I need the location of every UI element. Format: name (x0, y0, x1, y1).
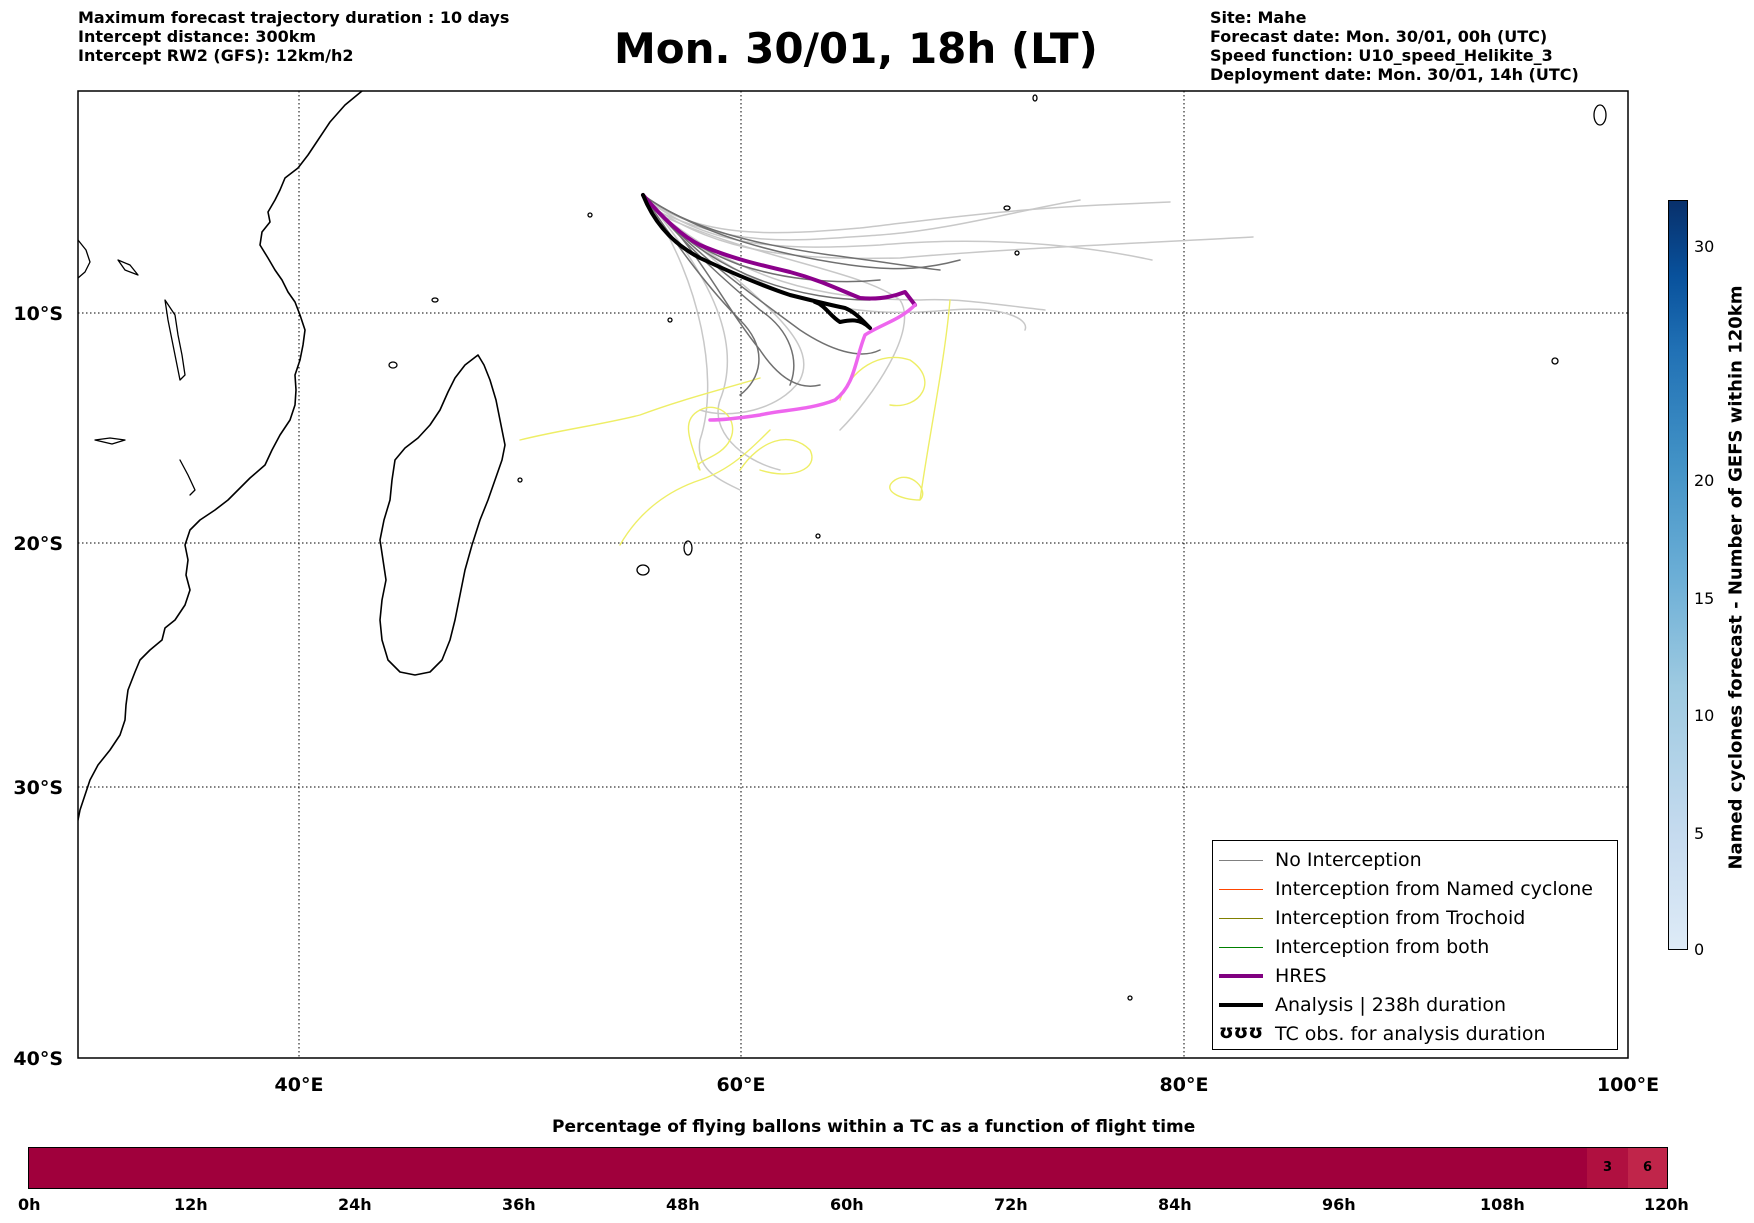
colorbar-tick-20: 20 (1694, 471, 1715, 490)
cell-value: 3 (1602, 1160, 1613, 1175)
flight-bar-cell-6: 6 (1628, 1148, 1667, 1188)
colorbar-tick-0: 0 (1694, 940, 1705, 959)
legend-label: HRES (1275, 965, 1327, 987)
legend-swatch (1219, 974, 1263, 978)
forecast-date-text: Forecast date: Mon. 30/01, 00h (UTC) (1210, 27, 1548, 46)
legend-swatch (1219, 889, 1263, 890)
islands (388, 94, 1607, 1001)
tc-obs-symbol: ʊʊʊ (1219, 1021, 1264, 1043)
cyclone-colorbar (1668, 200, 1688, 950)
ensemble-light-trajectories (644, 197, 1254, 491)
flight-tick-60h: 60h (830, 1195, 864, 1214)
trochoid-trajectories (519, 299, 951, 546)
site-text: Site: Mahe (1210, 8, 1307, 27)
deployment-date-text: Deployment date: Mon. 30/01, 14h (UTC) (1210, 65, 1579, 84)
lake-tanganyika (164, 299, 186, 381)
hres-continuation (708, 303, 917, 422)
lake (117, 259, 139, 276)
colorbar-tick-5: 5 (1694, 824, 1705, 843)
hres-trajectory (641, 193, 917, 307)
gridlines (78, 91, 1628, 1058)
lat-label-40s: 40°S (13, 1048, 63, 1070)
info-right: Site: Mahe Forecast date: Mon. 30/01, 00… (1210, 8, 1579, 84)
info-left: Maximum forecast trajectory duration : 1… (78, 8, 509, 65)
colorbar-label: Named cyclones forecast - Number of GEFS… (1725, 285, 1747, 870)
legend-item-named-cyclone: Interception from Named cyclone (1213, 876, 1617, 904)
flight-bar: 3 6 (28, 1147, 1668, 1189)
madagascar-coastline (379, 354, 506, 676)
colorbar-tick-15: 15 (1694, 589, 1715, 608)
legend-label: Interception from Trochoid (1275, 907, 1526, 929)
flight-tick-72h: 72h (994, 1195, 1028, 1214)
lake-victoria (94, 437, 126, 445)
lon-label-40e: 40°E (275, 1074, 324, 1096)
africa-coastline (78, 91, 363, 821)
legend-label: Interception from Named cyclone (1275, 878, 1593, 900)
flight-tick-48h: 48h (666, 1195, 700, 1214)
lat-label-10s: 10°S (13, 303, 63, 325)
flight-tick-24h: 24h (338, 1195, 372, 1214)
lon-label-100e: 100°E (1597, 1074, 1659, 1096)
flight-tick-120h: 120h (1644, 1195, 1689, 1214)
flight-tick-36h: 36h (502, 1195, 536, 1214)
colorbar-tick-10: 10 (1694, 706, 1715, 725)
flight-tick-108h: 108h (1480, 1195, 1525, 1214)
colorbar-tick-30: 30 (1694, 237, 1715, 256)
cell-value: 6 (1642, 1160, 1653, 1175)
flight-tick-96h: 96h (1322, 1195, 1356, 1214)
lon-label-60e: 60°E (717, 1074, 766, 1096)
legend-item-hres: HRES (1213, 963, 1617, 991)
legend-item-analysis: Analysis | 238h duration (1213, 992, 1617, 1020)
flight-tick-0h: 0h (18, 1195, 41, 1214)
flight-tick-84h: 84h (1158, 1195, 1192, 1214)
legend-item-no-interception: No Interception (1213, 847, 1617, 875)
legend-swatch (1219, 918, 1263, 919)
legend-item-trochoid: Interception from Trochoid (1213, 905, 1617, 933)
legend-label: TC obs. for analysis duration (1275, 1023, 1546, 1045)
legend: No Interception Interception from Named … (1212, 840, 1618, 1050)
flight-bar-title: Percentage of flying ballons within a TC… (552, 1117, 1196, 1137)
legend-item-both: Interception from both (1213, 934, 1617, 962)
intercept-rw2-text: Intercept RW2 (GFS): 12km/h2 (78, 46, 354, 65)
lat-label-30s: 30°S (13, 777, 63, 799)
analysis-trajectory (641, 193, 872, 330)
legend-label: No Interception (1275, 849, 1422, 871)
horn-coast (78, 239, 91, 279)
legend-swatch (1219, 947, 1263, 948)
legend-swatch (1219, 860, 1263, 861)
intercept-distance-text: Intercept distance: 300km (78, 27, 317, 46)
flight-bar-cell-3: 3 (1587, 1148, 1628, 1188)
speed-function-text: Speed function: U10_speed_Helikite_3 (1210, 46, 1553, 65)
lon-label-80e: 80°E (1160, 1074, 1209, 1096)
lat-label-20s: 20°S (13, 533, 63, 555)
legend-label: Interception from both (1275, 936, 1490, 958)
legend-label: Analysis | 238h duration (1275, 994, 1507, 1016)
legend-swatch (1219, 1003, 1263, 1007)
flight-tick-12h: 12h (174, 1195, 208, 1214)
lake-malawi (179, 459, 196, 496)
max-duration-text: Maximum forecast trajectory duration : 1… (78, 8, 510, 27)
legend-item-tc-obs: ʊʊʊ TC obs. for analysis duration (1213, 1021, 1617, 1049)
map-title: Mon. 30/01, 18h (LT) (614, 24, 1098, 73)
